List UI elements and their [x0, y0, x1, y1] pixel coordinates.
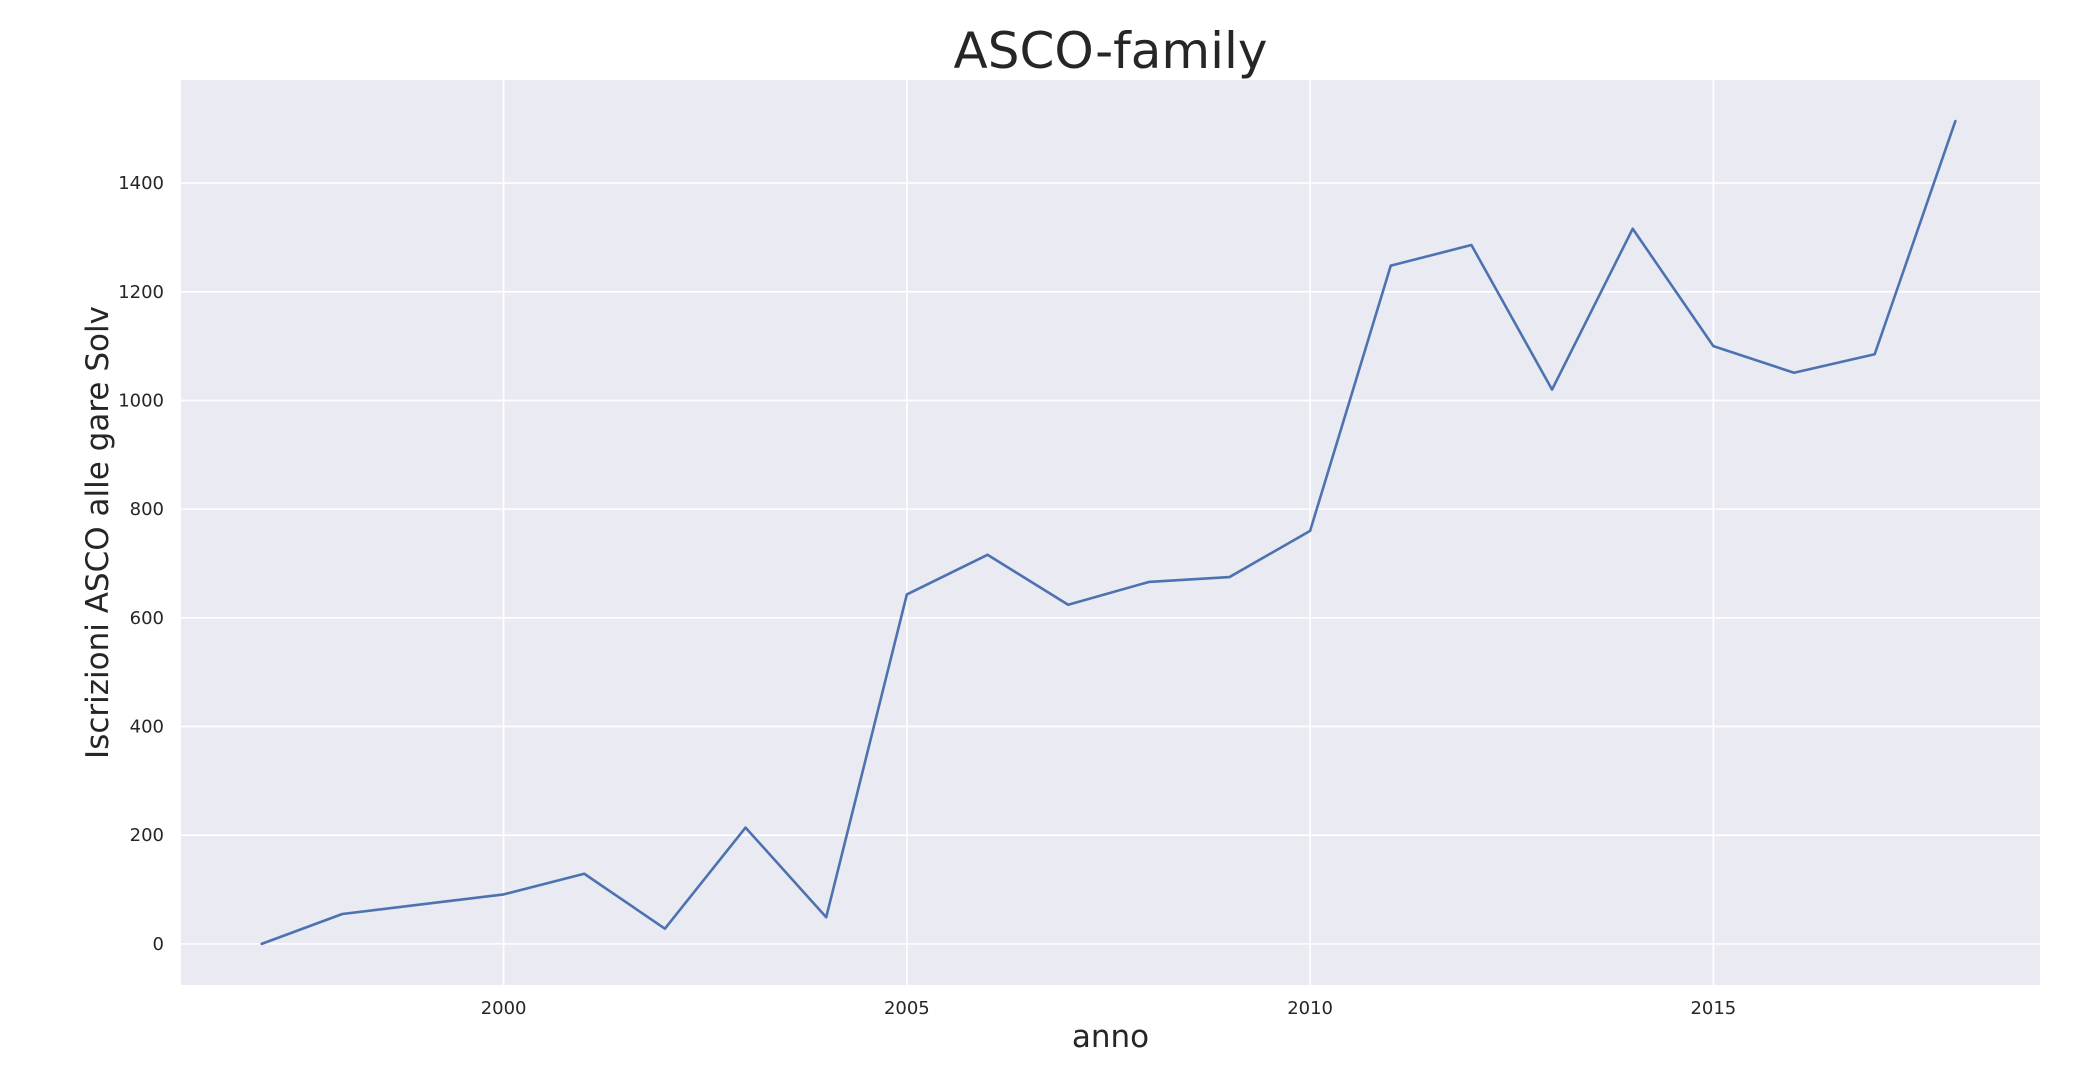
x-axis-label: anno	[1072, 1019, 1149, 1055]
x-tick-label: 2000	[481, 998, 527, 1019]
y-tick-label: 200	[130, 825, 164, 846]
y-tick-label: 600	[130, 608, 164, 629]
y-tick-label: 800	[130, 499, 164, 520]
y-tick-label: 0	[153, 934, 164, 955]
x-tick-label: 2005	[884, 998, 930, 1019]
x-tick-labels: 2000 2005 2010 2015	[481, 998, 1737, 1019]
y-tick-label: 1400	[118, 173, 164, 194]
plot-area	[181, 80, 2040, 985]
x-tick-label: 2015	[1690, 998, 1736, 1019]
y-tick-labels: 0 200 400 600 800 1000 1200 1400	[118, 173, 164, 955]
series-line	[260, 119, 1957, 946]
y-tick-label: 1000	[118, 390, 164, 411]
y-axis-label: Iscrizioni ASCO alle gare Solv	[80, 306, 116, 759]
grid-lines	[181, 80, 2040, 985]
chart-title: ASCO-family	[954, 22, 1268, 80]
y-tick-label: 400	[130, 716, 164, 737]
x-tick-label: 2010	[1287, 998, 1333, 1019]
y-tick-label: 1200	[118, 282, 164, 303]
series-layer	[260, 119, 1957, 946]
